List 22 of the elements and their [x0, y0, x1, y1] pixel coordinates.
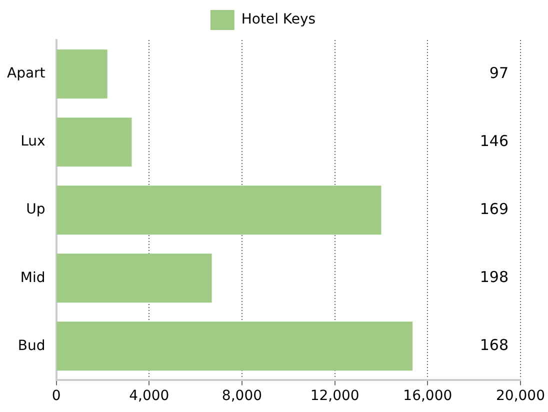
x-tick-label: 16,000 — [403, 388, 452, 404]
annotation: 169 — [480, 200, 509, 218]
x-tick-label: 20,000 — [496, 388, 546, 404]
annotation: 97 — [489, 64, 509, 82]
y-tick-label: Up — [26, 202, 46, 218]
bar — [56, 322, 413, 371]
bar — [56, 254, 212, 303]
y-tick-label: Bud — [18, 338, 46, 354]
bar — [56, 186, 382, 235]
x-tick-label: 0 — [52, 388, 61, 404]
bar — [56, 118, 132, 167]
annotation: 168 — [480, 336, 509, 354]
x-tick-label: 12,000 — [310, 388, 360, 404]
legend-label: Hotel Keys — [241, 12, 316, 28]
annotation: 146 — [480, 132, 509, 150]
y-tick-label: Lux — [20, 134, 46, 150]
y-tick-label: Mid — [20, 270, 46, 286]
bar — [56, 50, 108, 99]
x-tick-label: 8,000 — [222, 388, 262, 404]
x-tick-label: 4,000 — [129, 388, 170, 404]
y-tick-label: Apart — [6, 66, 46, 82]
annotation: 198 — [480, 268, 509, 286]
